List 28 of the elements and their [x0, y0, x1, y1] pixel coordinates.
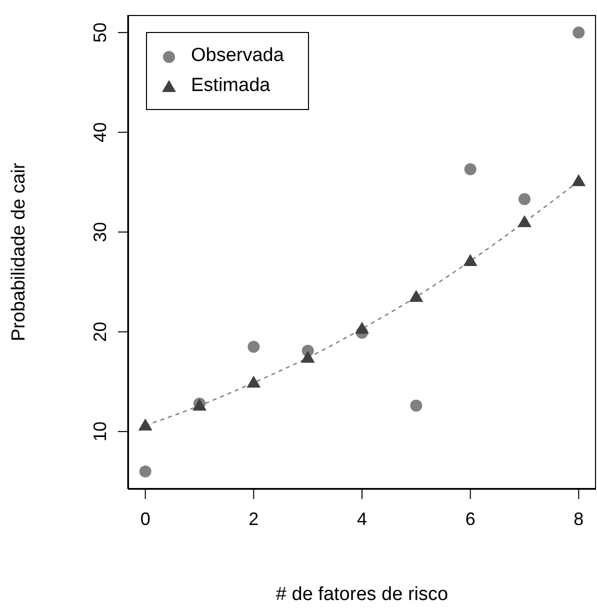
point — [410, 400, 422, 412]
point — [518, 215, 532, 228]
y-tick-label: 10 — [90, 422, 110, 442]
point — [246, 376, 261, 388]
point — [572, 26, 585, 39]
x-tick-label: 4 — [356, 509, 368, 529]
x-tick-label: 6 — [465, 509, 476, 529]
y-tick-label: 20 — [90, 322, 110, 342]
y-tick-label: 50 — [90, 22, 110, 43]
x-tick-label: 0 — [140, 509, 150, 529]
point — [572, 174, 586, 186]
point — [409, 290, 424, 302]
point — [355, 322, 369, 334]
x-tick-label: 8 — [574, 509, 584, 529]
y-axis-title: Probabilidade de cair — [8, 162, 30, 342]
point — [139, 465, 152, 478]
point — [138, 418, 152, 431]
y-tick-label: 40 — [90, 122, 110, 142]
legend-label: Estimada — [191, 75, 270, 97]
point — [248, 340, 260, 353]
x-axis-title: # de fatores de risco — [276, 584, 448, 605]
point — [463, 254, 478, 266]
x-tick-label: 2 — [248, 509, 259, 529]
y-tick-label: 30 — [90, 222, 110, 242]
legend-label: Observada — [191, 45, 284, 67]
point — [518, 193, 530, 206]
point — [464, 163, 476, 176]
point — [300, 350, 315, 363]
